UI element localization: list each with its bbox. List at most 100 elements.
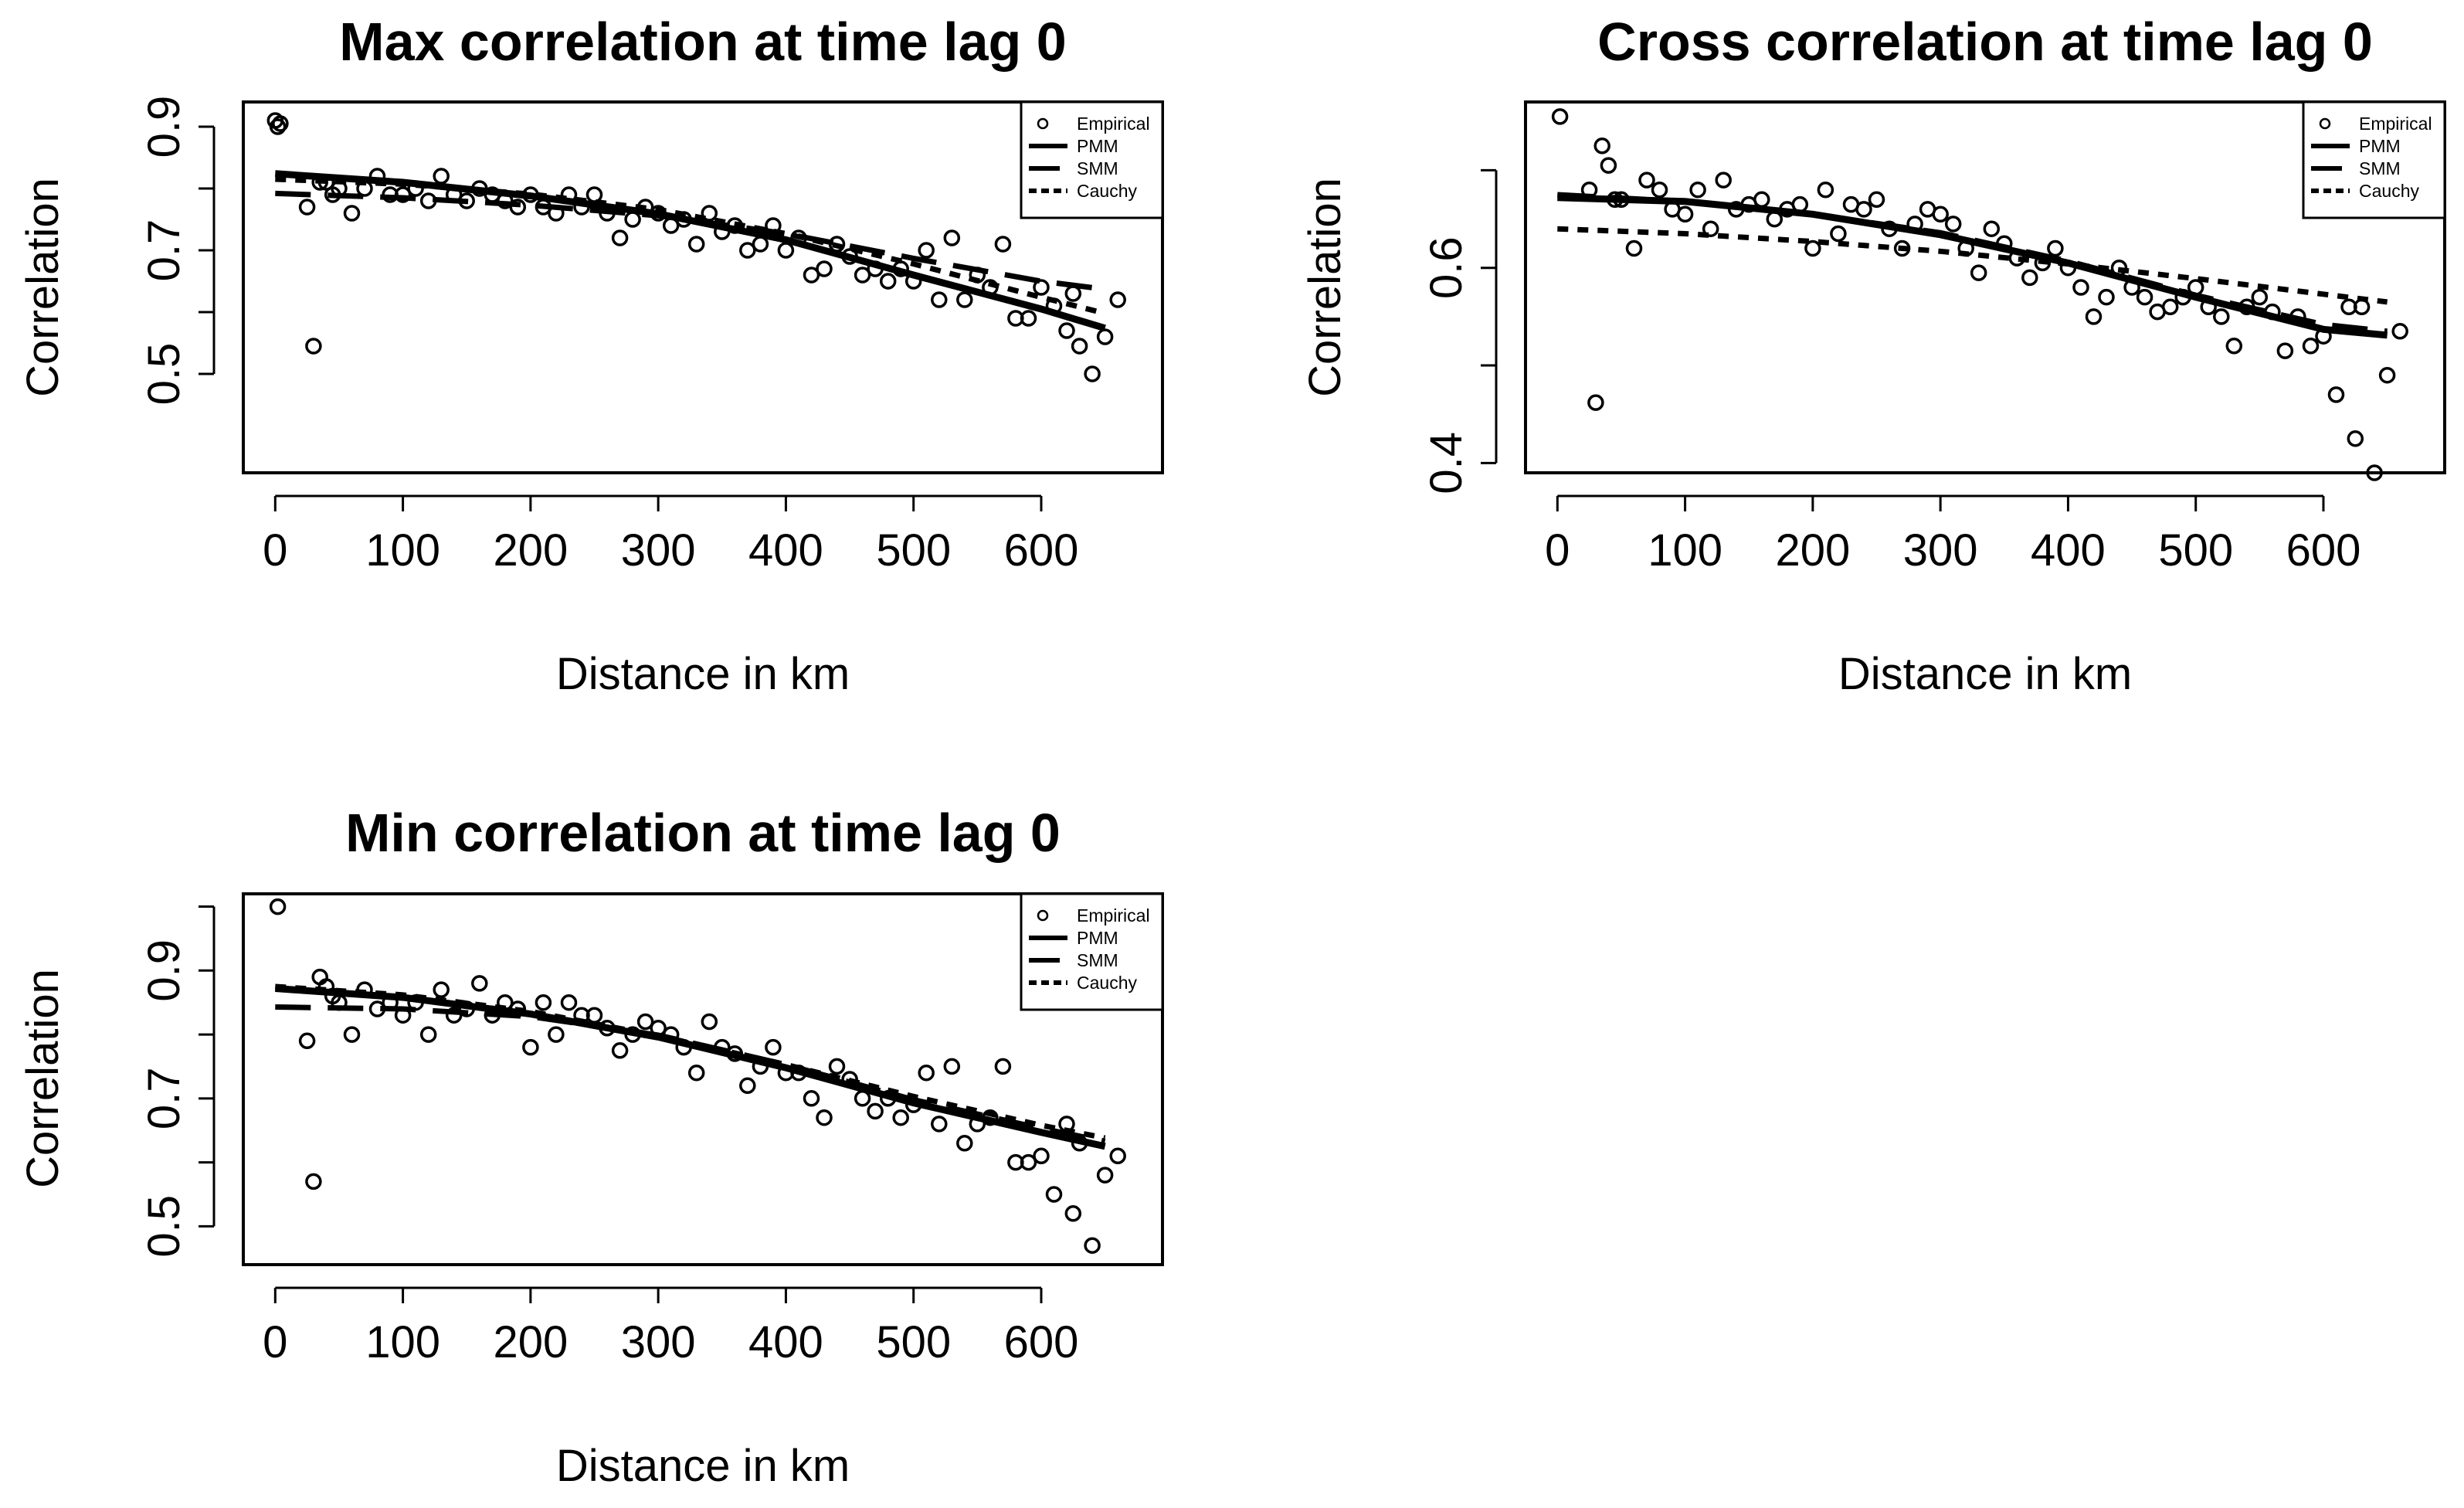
axis-ticks: 0 100 200 300 400 500 600 0.5 0.7 0.9: [139, 96, 1078, 576]
data-point: [2072, 279, 2089, 296]
data-point: [2213, 308, 2230, 325]
data-point: [1957, 239, 1974, 257]
data-point: [636, 1013, 654, 1031]
data-point: [1064, 1205, 1082, 1222]
data-point: [879, 1090, 897, 1107]
legend-label: Empirical: [2359, 114, 2432, 134]
legend-label: Cauchy: [2359, 181, 2419, 201]
data-point: [687, 236, 705, 253]
data-point: [611, 1042, 629, 1059]
data-point: [943, 1058, 961, 1075]
data-point: [269, 118, 287, 135]
data-point: [305, 1173, 322, 1190]
data-point: [1830, 225, 1847, 243]
x-tick-label: 0: [1545, 525, 1570, 576]
legend-label: Empirical: [1077, 905, 1150, 926]
data-point: [1932, 205, 1949, 223]
data-point: [1702, 220, 1719, 237]
data-point: [701, 205, 718, 222]
data-point: [765, 1038, 782, 1056]
data-point: [585, 1007, 603, 1024]
legend-box: [1020, 892, 1164, 1011]
data-point: [1600, 157, 1617, 174]
data-point: [1064, 285, 1082, 302]
data-point: [343, 205, 361, 222]
x-tick-label: 400: [748, 1317, 823, 1367]
data-point: [560, 993, 578, 1011]
data-point: [356, 180, 373, 197]
data-point: [1944, 216, 1962, 233]
data-point: [624, 211, 641, 228]
data-point: [2225, 338, 2243, 355]
x-tick-label: 0: [263, 525, 287, 576]
data-point: [867, 260, 884, 277]
data-point: [854, 1090, 871, 1107]
chart-title: Min correlation at time lag 0: [345, 803, 1061, 863]
plot-frame: [1524, 100, 2446, 474]
y-tick-label: 0.9: [139, 939, 189, 1002]
plot-frame: [242, 892, 1164, 1266]
y-axis-label: Correlation: [18, 178, 68, 397]
x-axis-label: Distance in km: [556, 1441, 850, 1491]
y-axis-label: Correlation: [18, 969, 68, 1188]
data-point: [458, 192, 475, 209]
data-point: [484, 186, 501, 203]
legend-label: SMM: [2359, 158, 2401, 178]
data-point: [1084, 365, 1101, 382]
data-point: [458, 1000, 475, 1017]
data-point: [624, 1026, 641, 1043]
data-point: [407, 993, 424, 1011]
legend-label: SMM: [1077, 950, 1118, 970]
data-point: [2059, 259, 2077, 277]
data-point: [445, 1007, 463, 1024]
data-point: [1651, 181, 1668, 199]
chart-panel-cross-correlation: Cross correlation at time lag 0 Distance…: [1300, 12, 2446, 699]
series-line-pmm: [274, 985, 1106, 1150]
data-point: [1855, 201, 1872, 218]
data-point: [356, 981, 373, 998]
data-point: [1893, 239, 1911, 257]
data-point: [841, 1071, 858, 1088]
data-point: [752, 1058, 769, 1075]
data-point: [394, 186, 412, 203]
axis-ticks: 0 100 200 300 400 500 600 0.5 0.7 0.9: [139, 905, 1078, 1367]
data-point: [1058, 322, 1075, 339]
legend-label: SMM: [1077, 158, 1118, 178]
data-point: [2047, 239, 2064, 257]
data-point: [879, 273, 897, 290]
data-point: [1689, 181, 1706, 199]
series-line-pmm: [1557, 194, 2388, 339]
y-tick-label: 0.5: [139, 343, 189, 406]
data-point: [1983, 220, 2001, 237]
data-point: [1593, 138, 1610, 155]
data-point: [2366, 464, 2383, 481]
data-point: [662, 217, 680, 234]
data-point: [828, 1058, 846, 1075]
data-point: [994, 1058, 1012, 1075]
data-point: [433, 981, 450, 998]
data-point: [2136, 288, 2153, 306]
legend-label: Empirical: [1077, 114, 1150, 134]
chart-title: Cross correlation at time lag 0: [1597, 12, 2373, 72]
data-point: [2327, 386, 2345, 403]
data-point: [548, 205, 565, 222]
x-tick-label: 500: [876, 525, 951, 576]
data-point: [701, 1013, 718, 1031]
model-curves: [274, 983, 1106, 1150]
data-point: [599, 1020, 616, 1037]
data-point: [841, 248, 858, 265]
data-point: [573, 199, 590, 216]
legend-label: PMM: [2359, 136, 2401, 156]
data-point: [2110, 259, 2128, 277]
data-point: [522, 1038, 539, 1056]
data-point: [982, 1109, 999, 1126]
data-point: [956, 291, 973, 308]
data-point: [509, 1000, 527, 1017]
data-point: [522, 186, 539, 203]
data-point: [2085, 308, 2103, 325]
data-point: [2391, 323, 2408, 340]
data-point: [343, 1026, 361, 1043]
data-point: [2276, 342, 2294, 359]
